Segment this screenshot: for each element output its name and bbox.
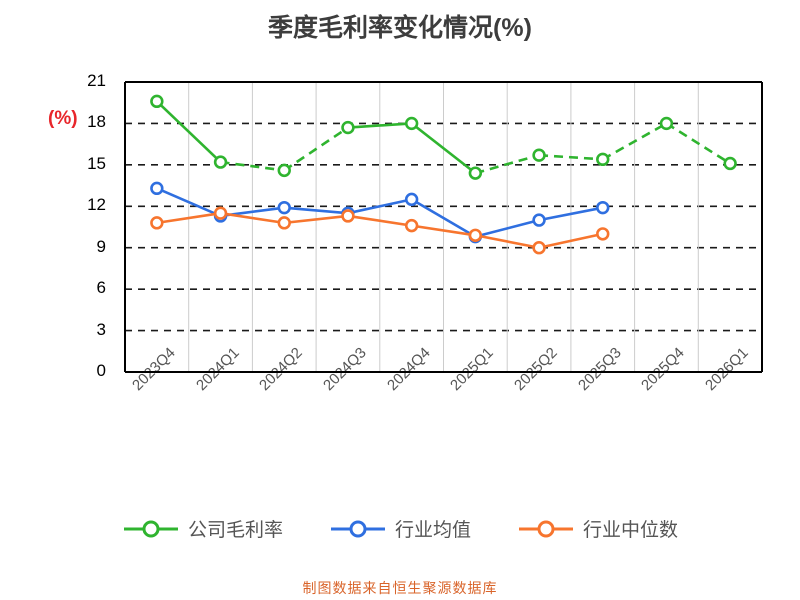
data-point (532, 213, 546, 227)
data-point (150, 216, 164, 230)
series-line (220, 160, 285, 172)
y-tick-label: 9 (96, 236, 106, 256)
data-point (277, 216, 291, 230)
data-point (532, 148, 546, 162)
data-point (659, 116, 674, 131)
legend-label: 公司毛利率 (187, 520, 283, 541)
data-point (277, 200, 291, 215)
y-axis-label: (%) (48, 108, 78, 129)
data-point (468, 166, 483, 180)
series-line (284, 206, 349, 215)
y-tick-label: 15 (87, 153, 106, 173)
data-point (150, 181, 164, 196)
series-line (602, 122, 668, 161)
series-line (474, 153, 540, 175)
data-point (213, 155, 228, 169)
legend-label: 行业均值 (394, 520, 471, 541)
y-tick-label: 6 (96, 278, 106, 298)
chart-title: 季度毛利率变化情况(%) (268, 14, 532, 42)
data-point (404, 192, 419, 207)
series-line (475, 234, 540, 249)
y-tick-label: 0 (96, 361, 106, 380)
data-point (596, 227, 610, 241)
source-note: 制图数据来自恒生聚源数据库 (302, 580, 498, 596)
series-line (347, 198, 412, 215)
data-point (596, 152, 610, 167)
y-tick-label: 12 (87, 195, 106, 215)
data-point (532, 241, 546, 255)
series-line (347, 122, 412, 129)
legend-swatch-icon (123, 520, 178, 537)
legend-swatch-icon (330, 520, 385, 537)
series-line (155, 100, 222, 164)
series-line (410, 122, 477, 175)
series-line (475, 218, 540, 238)
y-tick-label: 18 (87, 112, 106, 132)
series-line (283, 126, 349, 172)
legend-swatch-icon (519, 520, 573, 537)
series-line (284, 214, 349, 225)
series-line (538, 206, 603, 222)
y-tick-label: 21 (87, 71, 106, 90)
series-line (411, 224, 476, 237)
data-point (404, 218, 419, 233)
legend-item[interactable]: 行业中位数 (517, 515, 678, 542)
data-point (341, 209, 355, 223)
series-line (220, 211, 285, 225)
data-point (213, 206, 228, 220)
data-point (723, 156, 737, 171)
series-line (156, 187, 222, 218)
legend-item[interactable]: 公司毛利率 (122, 515, 283, 542)
series-line (347, 214, 412, 227)
data-point (468, 228, 483, 242)
data-point (341, 120, 355, 135)
data-point (277, 163, 291, 178)
series-line (410, 198, 477, 238)
series-line (538, 232, 604, 249)
data-point (150, 94, 164, 109)
data-point (404, 116, 419, 131)
series-line (665, 122, 731, 165)
series-line (156, 211, 221, 225)
data-point (596, 200, 610, 215)
legend-label: 行业中位数 (583, 520, 679, 541)
chart-legend: 公司毛利率 行业均值 行业中位数 (0, 515, 800, 542)
series-line (538, 153, 603, 161)
y-tick-label: 3 (96, 319, 106, 339)
legend-item[interactable]: 行业均值 (329, 515, 471, 542)
